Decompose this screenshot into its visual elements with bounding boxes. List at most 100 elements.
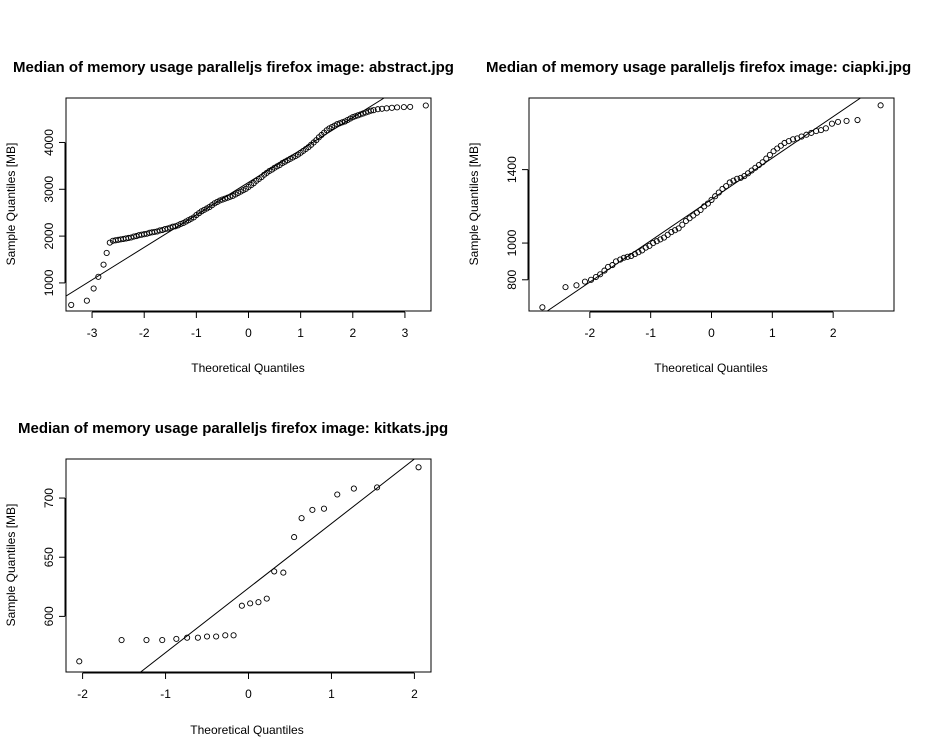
qq-point (704, 200, 711, 207)
data-points (76, 459, 422, 672)
qq-point (271, 568, 278, 575)
qq-point (813, 128, 820, 135)
x-tick-label: 1 (328, 687, 335, 701)
qq-point (164, 225, 171, 232)
qq-point (415, 464, 422, 471)
qq-point (631, 251, 638, 258)
qq-point (828, 120, 836, 127)
qq-point (194, 634, 201, 641)
y-tick-label: 600 (42, 606, 56, 626)
qq-point (653, 238, 660, 245)
qq-point (143, 637, 150, 644)
qq-point (737, 174, 744, 181)
x-tick-label: 0 (245, 326, 252, 340)
qq-panel-kitkats: Median of memory usage paralleljs firefo… (4, 420, 448, 737)
qq-point (573, 282, 580, 289)
qq-point (68, 301, 75, 308)
qq-point (374, 106, 381, 113)
qq-point (407, 103, 414, 110)
qq-point (650, 240, 657, 247)
x-tick-label: 0 (245, 687, 252, 701)
qq-point (224, 194, 231, 201)
panel-title: Median of memory usage paralleljs firefo… (13, 59, 454, 76)
qq-point (734, 175, 741, 182)
x-tick-label: -1 (645, 326, 656, 340)
qq-point (100, 261, 107, 268)
qq-point (291, 534, 298, 541)
qq-panel-abstract: Median of memory usage paralleljs firefo… (4, 59, 454, 375)
qq-point (230, 632, 237, 639)
x-tick-label: 1 (297, 326, 304, 340)
qq-point (350, 485, 357, 492)
y-axis-label: Sample Quantiles [MB] (4, 504, 18, 627)
qq-point (173, 635, 180, 642)
qq-point (682, 217, 690, 225)
qq-point (352, 113, 359, 120)
y-tick-label: 2000 (42, 222, 56, 249)
y-tick-label: 1000 (42, 269, 56, 296)
qq-point (184, 634, 191, 641)
qq-point (712, 193, 719, 200)
y-axis-label: Sample Quantiles [MB] (4, 143, 18, 266)
qq-point (834, 118, 842, 125)
qq-point (357, 111, 364, 118)
qq-point (103, 249, 110, 257)
qq-point (693, 209, 700, 216)
qq-point (298, 515, 305, 522)
qq-point (822, 125, 829, 132)
qq-point (238, 602, 245, 609)
qq-point (334, 491, 341, 498)
qq-point (422, 102, 429, 109)
qq-point (354, 112, 362, 119)
axis-ticks: -3 -2 -1 0 1 2 3 1000 2000 3000 4000 (42, 129, 409, 340)
plot-frame (65, 97, 432, 312)
qq-point (657, 236, 664, 243)
qq-point (309, 506, 316, 513)
qq-point (597, 271, 604, 278)
qq-point (854, 116, 861, 124)
x-tick-label: -3 (87, 326, 98, 340)
qq-point (609, 262, 616, 269)
qq-point (770, 148, 777, 155)
qq-point (843, 117, 850, 125)
qq-point (759, 159, 766, 166)
axis-ticks: -2 -1 0 1 2 600 650 700 (42, 488, 418, 701)
qq-point (562, 284, 569, 291)
qq-point (263, 595, 270, 602)
qq-point (227, 193, 234, 200)
qq-point (222, 632, 229, 639)
qq-point (219, 196, 226, 203)
qq-point (106, 239, 113, 246)
plot-frame (65, 458, 432, 673)
qq-point (177, 220, 184, 227)
y-tick-label: 700 (42, 488, 56, 508)
qq-point (76, 658, 83, 665)
qq-point (539, 304, 546, 311)
qq-point (617, 256, 624, 263)
qq-point (581, 278, 589, 285)
plot-frame (528, 97, 895, 312)
qq-point (777, 142, 784, 149)
qq-point (90, 285, 97, 292)
qq-point (620, 254, 627, 261)
qq-point (635, 249, 642, 256)
x-tick-label: -1 (160, 687, 171, 701)
qq-point (763, 155, 770, 162)
y-tick-label: 1400 (505, 156, 519, 183)
qq-point (362, 109, 369, 116)
x-tick-label: -2 (584, 326, 595, 340)
y-tick-label: 3000 (42, 176, 56, 203)
x-tick-label: 1 (769, 326, 776, 340)
qq-point (642, 244, 649, 251)
qq-point (374, 484, 381, 491)
qq-point (766, 151, 773, 158)
qq-point (592, 273, 599, 281)
qq-point (255, 599, 262, 606)
qq-point (83, 297, 90, 304)
qq-point (730, 177, 737, 184)
x-axis-label: Theoretical Quantiles (654, 361, 767, 375)
qq-point (280, 569, 287, 576)
qq-panel-ciapki: Median of memory usage paralleljs firefo… (467, 59, 911, 375)
qq-point (349, 114, 356, 121)
